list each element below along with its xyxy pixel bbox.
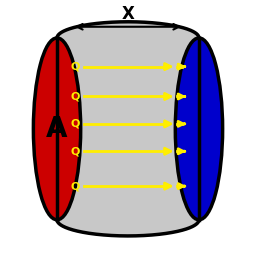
Text: A: A xyxy=(46,115,68,143)
Ellipse shape xyxy=(175,38,223,220)
Text: Q: Q xyxy=(70,119,79,129)
Text: Q: Q xyxy=(70,181,79,191)
Text: Q: Q xyxy=(70,91,79,101)
Text: Q: Q xyxy=(70,146,79,156)
Polygon shape xyxy=(57,22,199,236)
Ellipse shape xyxy=(33,38,81,220)
Text: Q: Q xyxy=(70,62,79,72)
Text: X: X xyxy=(122,5,134,23)
